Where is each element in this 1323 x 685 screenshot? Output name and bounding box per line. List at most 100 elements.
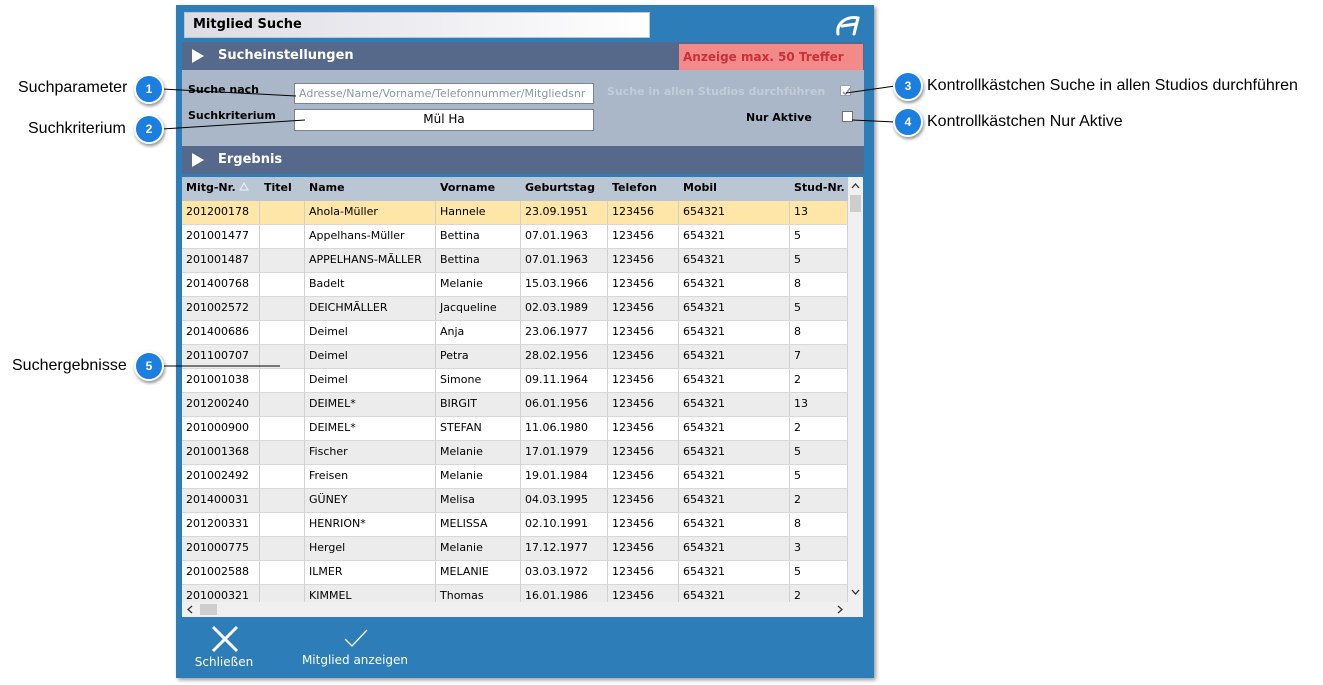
table-cell: Hergel [305, 537, 436, 560]
table-cell: Deimel [305, 321, 436, 344]
table-row[interactable]: 201002588 ILMER MELANIE 03.03.1972 123456 654… [182, 561, 848, 585]
table-cell: 654321 [679, 297, 790, 320]
table-row[interactable]: 201000900 DEIMEL* STEFAN 11.06.1980 123456 65… [182, 417, 848, 441]
column-header[interactable]: Name [309, 181, 345, 194]
all-studios-checkbox[interactable] [840, 85, 851, 96]
table-cell: Jacqueline [436, 297, 521, 320]
column-header[interactable]: Stud-Nr. [794, 181, 845, 194]
table-row[interactable]: 201000775 Hergel Melanie 17.12.1977 123456 65… [182, 537, 848, 561]
table-cell: 28.02.1956 [521, 345, 608, 368]
table-cell: 123456 [608, 321, 679, 344]
table-row[interactable]: 201200178 Ahola-Müller Hannele 23.09.1951 12… [182, 201, 848, 225]
table-row[interactable]: 201001487 APPELHANS-MÃLLER Bettina 07.01.19… [182, 249, 848, 273]
column-header[interactable]: Telefon [612, 181, 657, 194]
table-row[interactable]: 201400031 GÜNEY Melisa 04.03.1995 123456 6543… [182, 489, 848, 513]
table-cell: 654321 [679, 345, 790, 368]
table-cell: Bettina [436, 225, 521, 248]
table-cell: 654321 [679, 225, 790, 248]
table-cell: 123456 [608, 561, 679, 584]
scroll-down[interactable] [848, 586, 863, 598]
table-cell: Fischer [305, 441, 436, 464]
scroll-right[interactable] [834, 602, 846, 617]
table-cell: 201100707 [182, 345, 260, 368]
settings-header-text: Sucheinstellungen [218, 48, 354, 63]
table-cell: 654321 [679, 537, 790, 560]
active-only-checkbox[interactable] [842, 111, 853, 122]
table-cell: 201200240 [182, 393, 260, 416]
annotation-label: Suchergebnisse [12, 357, 127, 374]
show-icon[interactable] [342, 626, 370, 650]
table-cell: DEICHMÃLLER [305, 297, 436, 320]
criterion-input[interactable]: Mül Ha [294, 109, 594, 131]
table-cell: 201400686 [182, 321, 260, 344]
table-cell: 11.06.1980 [521, 417, 608, 440]
annotation-label: Suchkriterium [28, 120, 126, 137]
table-row[interactable]: 201400768 Badelt Melanie 15.03.1966 123456 65… [182, 273, 848, 297]
table-cell: 5 [790, 297, 848, 320]
table-cell: 03.03.1972 [521, 561, 608, 584]
table-cell: 123456 [608, 297, 679, 320]
column-header[interactable]: Vorname [440, 181, 496, 194]
table-row[interactable]: 201200240 DEIMEL* BIRGIT 06.01.1956 123456 65… [182, 393, 848, 417]
table-cell: 123456 [608, 489, 679, 512]
table-cell: MELANIE [436, 561, 521, 584]
scroll-thumb-h[interactable] [200, 604, 217, 615]
scroll-thumb[interactable] [850, 195, 861, 212]
table-row[interactable]: 201001038 Deimel Simone 09.11.1964 123456 654… [182, 369, 848, 393]
horizontal-scrollbar[interactable] [182, 602, 848, 617]
all-studios-label: Suche in allen Studios durchführen [607, 85, 826, 98]
active-only-label: Nur Aktive [746, 111, 812, 124]
table-cell [260, 321, 305, 344]
show-button-label[interactable]: Mitglied anzeigen [301, 653, 409, 667]
table-cell: 201200178 [182, 201, 260, 224]
table-cell: 123456 [608, 465, 679, 488]
table-cell: 06.01.1956 [521, 393, 608, 416]
table-row[interactable]: 201000321 KIMMEL Thomas 16.01.1986 123456 654… [182, 585, 848, 602]
results-header[interactable]: Ergebnis [182, 146, 864, 174]
table-cell: Hannele [436, 201, 521, 224]
table-cell: 123456 [608, 513, 679, 536]
table-cell: 02.10.1991 [521, 513, 608, 536]
scroll-left[interactable] [184, 602, 196, 617]
table-cell [260, 441, 305, 464]
table-cell: Ahola-Müller [305, 201, 436, 224]
table-cell: 5 [790, 249, 848, 272]
criterion-label: Suchkriterium [188, 109, 276, 122]
table-cell: 123456 [608, 201, 679, 224]
table-cell: 201200331 [182, 513, 260, 536]
table-cell: 201000775 [182, 537, 260, 560]
table-row[interactable]: 201400686 Deimel Anja 23.06.1977 123456 65432… [182, 321, 848, 345]
annotation-badge: 4 [893, 107, 923, 137]
vertical-scrollbar[interactable] [848, 177, 863, 602]
table-row[interactable]: 201002492 Freisen Melanie 19.01.1984 123456 6… [182, 465, 848, 489]
table-cell: 654321 [679, 201, 790, 224]
annotation-badge: 1 [134, 74, 164, 104]
scroll-up[interactable] [848, 180, 863, 192]
table-row[interactable]: 201002572 DEICHMÃLLER Jacqueline 02.03.1989… [182, 297, 848, 321]
table-cell: 07.01.1963 [521, 225, 608, 248]
table-cell: Thomas [436, 585, 521, 602]
table-cell: 123456 [608, 249, 679, 272]
table-cell [260, 489, 305, 512]
table-cell: 201000900 [182, 417, 260, 440]
table-cell: KIMMEL [305, 585, 436, 602]
table-cell [260, 273, 305, 296]
search-for-input[interactable]: Adresse/Name/Vorname/Telefonnummer/Mitgl… [294, 83, 594, 104]
table-cell: 2 [790, 417, 848, 440]
column-header[interactable]: Mobil [683, 181, 717, 194]
table-row[interactable]: 201001477 Appelhans-Müller Bettina 07.01.19… [182, 225, 848, 249]
table-cell [260, 225, 305, 248]
column-header[interactable]: Mitg-Nr. [182, 177, 260, 201]
close-button-label[interactable]: Schließen [194, 655, 254, 669]
column-header[interactable]: Titel [264, 181, 292, 194]
close-icon[interactable] [210, 624, 240, 654]
table-cell: BIRGIT [436, 393, 521, 416]
table-cell [260, 297, 305, 320]
table-row[interactable]: 201001368 Fischer Melanie 17.01.1979 123456 6… [182, 441, 848, 465]
table-cell [260, 249, 305, 272]
column-header[interactable]: Geburtstag [525, 181, 595, 194]
table-row[interactable]: 201200331 HENRION* MELISSA 02.10.1991 123456… [182, 513, 848, 537]
table-cell: 15.03.1966 [521, 273, 608, 296]
table-row[interactable]: 201100707 Deimel Petra 28.02.1956 123456 6543… [182, 345, 848, 369]
